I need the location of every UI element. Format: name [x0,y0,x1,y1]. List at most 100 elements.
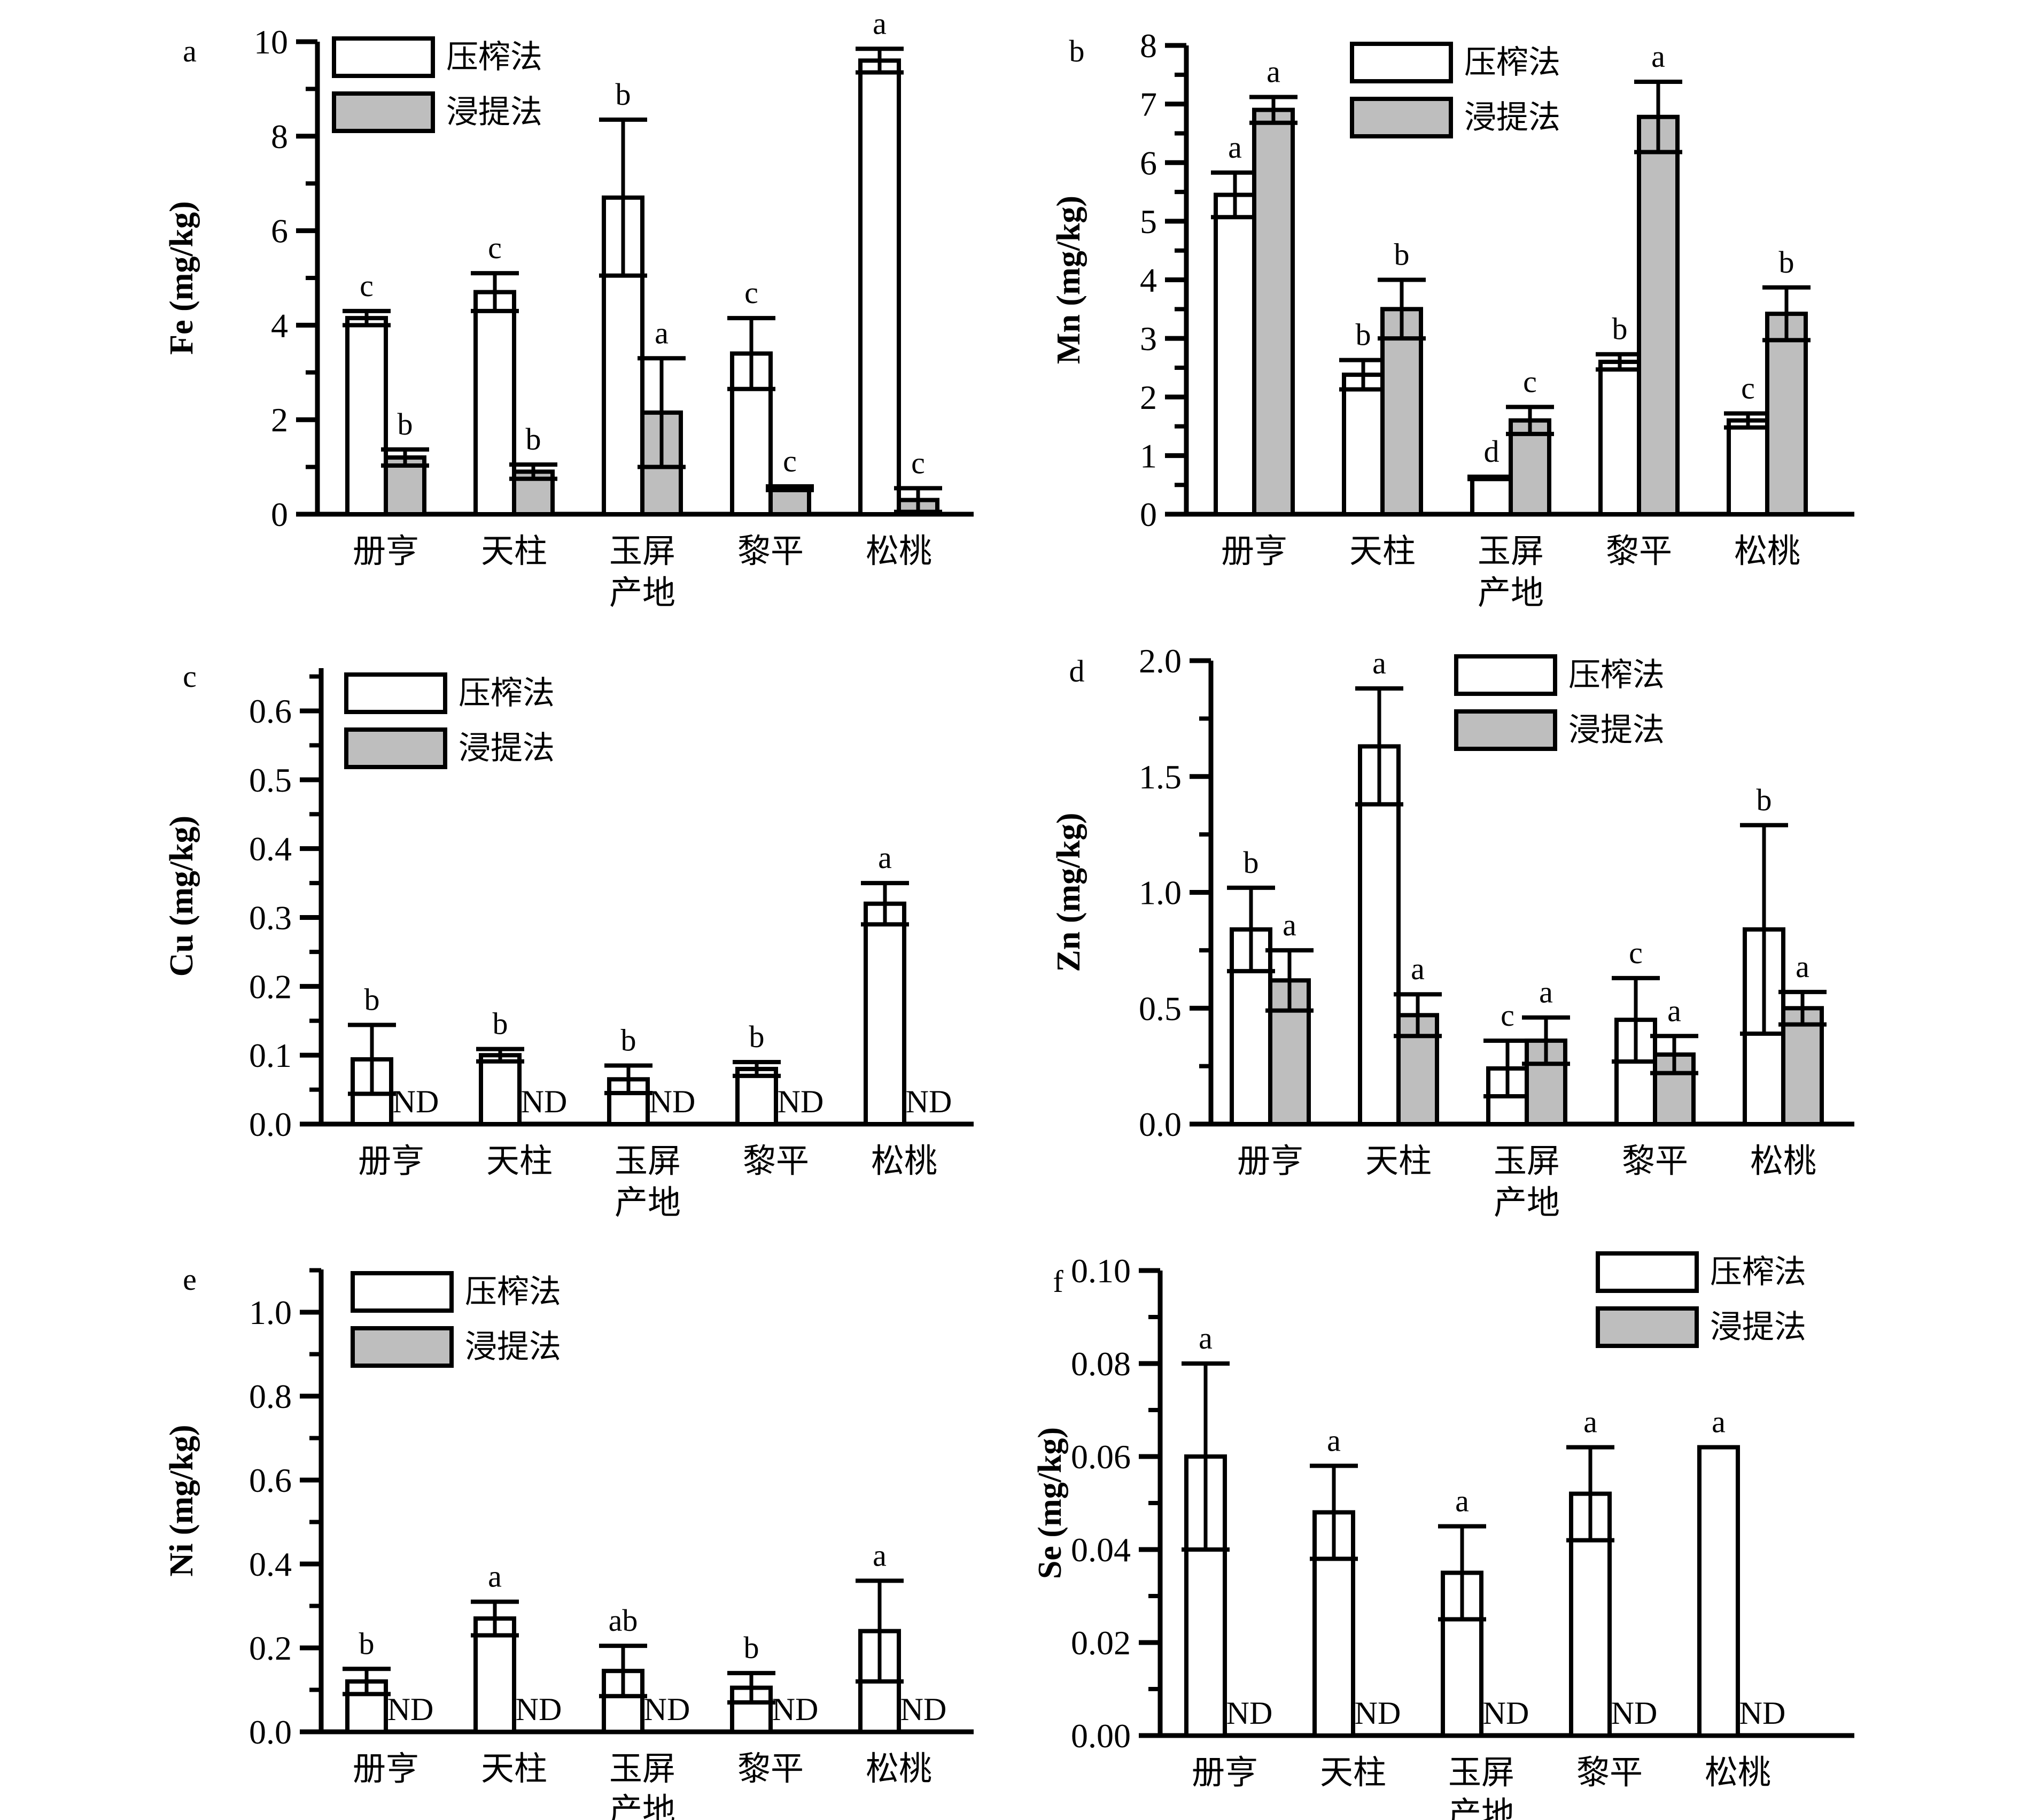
significance-letter: c [1523,364,1537,399]
significance-letter: a [1267,54,1280,89]
bar-pressed [730,1685,773,1734]
bar-pressed [1598,359,1641,516]
x-tick-label: 松桃 [871,1141,937,1180]
y-tick-label: 0.5 [1139,989,1182,1027]
panel-label: b [1069,34,1085,68]
x-tick-label: 玉屏 [615,1141,681,1180]
legend-label-pressed: 压榨法 [446,38,542,76]
panel-label: f [1053,1264,1063,1299]
legend-swatch-pressed [351,1271,454,1313]
bar-pressed [345,316,388,516]
legend-swatch-leached [1596,1306,1699,1348]
legend-label-leached: 浸提法 [459,730,555,767]
significance-letter: b [1244,845,1259,880]
significance-letter: b [616,77,631,112]
panel-label: d [1069,654,1085,688]
significance-letter: c [1629,935,1643,970]
x-tick-label: 松桃 [866,1749,932,1788]
x-tick-label: 产地 [609,1791,675,1820]
y-tick-label: 0.5 [249,761,292,799]
y-axis-title: Cu (mg/kg) [164,816,200,977]
nd-label: ND [387,1692,434,1727]
significance-letter: a [1228,130,1242,165]
x-tick-label: 天柱 [481,1749,547,1788]
y-tick-label: 1.5 [1139,758,1182,796]
y-tick-label: 1 [1140,437,1157,475]
bar-pressed [602,1669,644,1734]
legend-label-pressed: 压榨法 [1568,656,1665,694]
nd-label: ND [1739,1695,1786,1731]
y-tick-label: 0.04 [1071,1531,1131,1569]
x-tick-label: 玉屏 [1448,1753,1514,1792]
nd-label: ND [1226,1695,1273,1731]
y-tick-label: 0.6 [249,1461,292,1499]
y-tick-label: 2 [271,401,288,439]
legend-swatch-leached [351,1326,454,1368]
significance-letter: a [1455,1484,1469,1519]
y-tick-label: 0.0 [249,1713,292,1751]
legend-swatch-leached [344,727,447,769]
significance-letter: b [1779,245,1794,280]
x-tick-label: 松桃 [1750,1141,1816,1180]
bar-pressed [858,58,901,517]
x-tick-label: 产地 [1494,1183,1560,1222]
legend-label-leached: 浸提法 [1710,1308,1806,1346]
legend-swatch-pressed [1454,654,1557,696]
legend-swatch-pressed [332,36,435,78]
legend-label-leached: 浸提法 [1464,99,1560,136]
legend-label-pressed: 压榨法 [1710,1253,1806,1291]
y-tick-label: 6 [1140,144,1157,182]
x-tick-label: 册亨 [1237,1141,1303,1180]
y-tick-label: 7 [1140,86,1157,123]
y-tick-label: 6 [271,212,288,250]
significance-letter: a [488,1559,502,1594]
y-tick-label: 0.4 [249,830,292,868]
x-tick-label: 天柱 [486,1141,553,1180]
legend-swatch-leached [332,91,435,133]
legend-swatch-leached [1350,97,1453,138]
significance-letter: a [1667,993,1681,1028]
significance-letter: a [878,840,892,875]
bar-leached [1509,418,1551,516]
x-tick-label: 玉屏 [1478,531,1544,570]
significance-letter: c [1501,998,1514,1033]
y-tick-label: 0 [271,495,288,533]
y-axis-title: Ni (mg/kg) [164,1424,200,1576]
y-tick-label: 0.0 [249,1105,292,1143]
legend-label-pressed: 压榨法 [465,1273,561,1311]
y-tick-label: 4 [1140,261,1157,299]
x-tick-label: 产地 [1478,573,1544,612]
significance-letter: a [1411,951,1425,986]
y-axis-title: Zn (mg/kg) [1051,813,1087,972]
x-tick-label: 黎平 [1606,531,1672,570]
y-tick-label: 0.6 [249,692,292,730]
y-axis-title: Mn (mg/kg) [1051,196,1087,364]
y-tick-label: 0.08 [1071,1345,1131,1383]
significance-letter: a [1712,1405,1726,1439]
y-tick-label: 0 [1140,495,1157,533]
x-tick-label: 松桃 [1734,531,1800,570]
significance-letter: a [873,1538,887,1573]
significance-letter: b [744,1630,759,1665]
bar-pressed [864,901,906,1126]
nd-label: ND [1483,1695,1529,1731]
x-tick-label: 产地 [1448,1794,1514,1820]
x-tick-label: 松桃 [1705,1753,1771,1792]
x-tick-label: 黎平 [737,1749,804,1788]
nd-label: ND [644,1692,690,1727]
bar-pressed [479,1053,522,1126]
nd-label: ND [649,1084,696,1119]
y-axis-title: Fe (mg/kg) [164,201,200,355]
x-tick-label: 册亨 [1221,531,1287,570]
significance-letter: a [1372,646,1386,680]
y-tick-label: 0.1 [249,1036,292,1074]
significance-letter: ab [609,1603,638,1638]
significance-letter: a [1583,1405,1597,1439]
y-tick-label: 2 [1140,378,1157,416]
nd-label: ND [1611,1695,1658,1731]
y-tick-label: 0.8 [249,1377,292,1415]
x-tick-label: 玉屏 [609,531,675,570]
panel-label: a [183,34,197,68]
